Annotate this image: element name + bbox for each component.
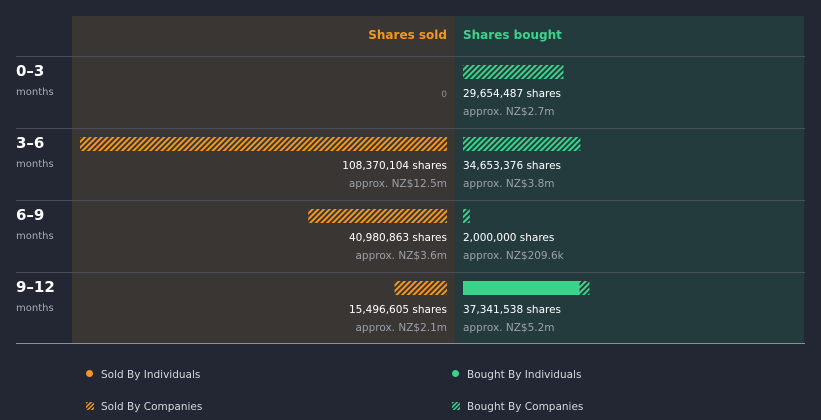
bought-header: Shares bought bbox=[463, 28, 562, 42]
period-unit: months bbox=[16, 87, 54, 98]
period-unit: months bbox=[16, 159, 54, 170]
legend-bought-individuals: Bought By Individuals bbox=[452, 369, 581, 382]
period-unit: months bbox=[16, 303, 54, 314]
row-divider bbox=[16, 56, 805, 57]
sold-shares-label: 108,370,104 shares bbox=[342, 160, 447, 172]
sold-shares-label: 15,496,605 shares bbox=[348, 304, 447, 316]
period-label: 6–9 bbox=[16, 206, 45, 224]
legend-bought-companies: Bought By Companies bbox=[452, 401, 583, 414]
period-label: 3–6 bbox=[16, 134, 45, 152]
sold-panel bbox=[72, 16, 455, 344]
bar-sold-companies bbox=[308, 209, 447, 223]
bar-bought-companies bbox=[463, 137, 581, 151]
sold-header: Shares sold bbox=[368, 28, 447, 42]
row-divider bbox=[16, 200, 805, 201]
bought-approx-label: approx. NZ$3.8m bbox=[463, 178, 555, 190]
row-divider bbox=[16, 128, 805, 129]
legend-swatch-bought-companies bbox=[452, 402, 460, 410]
bought-approx-label: approx. NZ$5.2m bbox=[463, 322, 555, 334]
period-label: 9–12 bbox=[16, 278, 55, 296]
bought-approx-label: approx. NZ$2.7m bbox=[463, 106, 555, 118]
bar-bought-companies bbox=[579, 281, 590, 295]
legend-swatch-sold-individuals bbox=[86, 370, 93, 377]
legend-label: Bought By Individuals bbox=[467, 369, 582, 381]
legend-label: Sold By Individuals bbox=[101, 369, 201, 381]
legend-label: Bought By Companies bbox=[467, 401, 584, 413]
sold-approx-label: approx. NZ$3.6m bbox=[355, 250, 448, 262]
bought-shares-label: 34,653,376 shares bbox=[463, 160, 562, 172]
legend-label: Sold By Companies bbox=[101, 401, 203, 413]
bar-bought-companies bbox=[463, 65, 564, 79]
bought-approx-label: approx. NZ$209.6k bbox=[463, 250, 564, 262]
sold-shares-label: 40,980,863 shares bbox=[348, 232, 447, 244]
row-divider bbox=[16, 272, 805, 273]
legend-swatch-bought-individuals bbox=[452, 370, 459, 377]
legend-sold-individuals: Sold By Individuals bbox=[86, 369, 200, 382]
sold-shares-label: 0 bbox=[441, 90, 447, 100]
bar-bought-companies bbox=[463, 209, 470, 223]
sold-approx-label: approx. NZ$12.5m bbox=[348, 178, 447, 190]
chart-baseline bbox=[16, 343, 805, 344]
bar-sold-companies bbox=[394, 281, 447, 295]
legend-swatch-sold-companies bbox=[86, 402, 94, 410]
bought-shares-label: 29,654,487 shares bbox=[463, 88, 562, 100]
bar-bought-individuals bbox=[463, 281, 580, 295]
bar-sold-companies bbox=[80, 137, 447, 151]
bought-shares-label: 37,341,538 shares bbox=[463, 304, 562, 316]
legend-sold-companies: Sold By Companies bbox=[86, 401, 202, 414]
sold-approx-label: approx. NZ$2.1m bbox=[355, 322, 448, 334]
bought-shares-label: 2,000,000 shares bbox=[463, 232, 555, 244]
period-label: 0–3 bbox=[16, 62, 45, 80]
period-unit: months bbox=[16, 231, 54, 242]
